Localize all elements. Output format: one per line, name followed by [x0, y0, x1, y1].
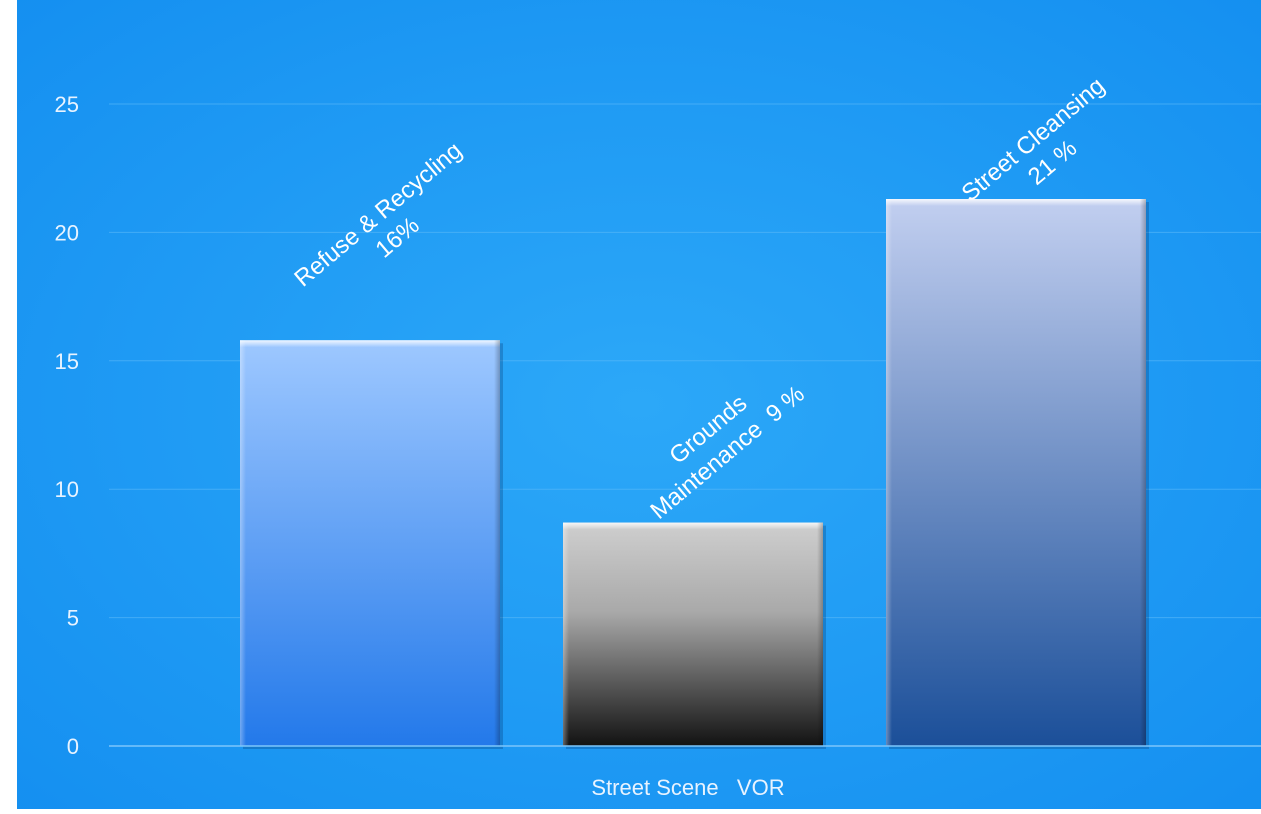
bar-bevel-right	[494, 340, 500, 746]
y-tick-label: 20	[55, 220, 79, 245]
bars	[240, 199, 1149, 750]
bar-bevel-top	[563, 522, 823, 530]
bar-bevel-top	[240, 340, 500, 348]
y-tick-label: 0	[67, 734, 79, 759]
y-tick-label: 15	[55, 349, 79, 374]
bar-bevel-top	[886, 199, 1146, 207]
bar-bevel-left	[240, 340, 246, 746]
x-category-label: Street Scene VOR	[591, 775, 784, 800]
bar-body	[240, 340, 500, 746]
chart-area: 0 5 10 15 20 25 Refuse & Recycling 16% Grounds M…	[17, 0, 1261, 809]
bar-bevel-right	[1140, 199, 1146, 747]
bar-2	[563, 522, 826, 749]
bar-bevel-left	[563, 522, 569, 746]
y-tick-label: 25	[55, 92, 79, 117]
bar-bevel-left	[886, 199, 892, 747]
bar-1	[240, 340, 503, 749]
bar-3	[886, 199, 1149, 750]
bar-body	[886, 199, 1146, 747]
bar-bevel-right	[817, 522, 823, 746]
bar-body	[563, 522, 823, 746]
y-axis-ticks: 0 5 10 15 20 25	[55, 92, 79, 759]
y-tick-label: 5	[67, 606, 79, 631]
y-tick-label: 10	[55, 477, 79, 502]
